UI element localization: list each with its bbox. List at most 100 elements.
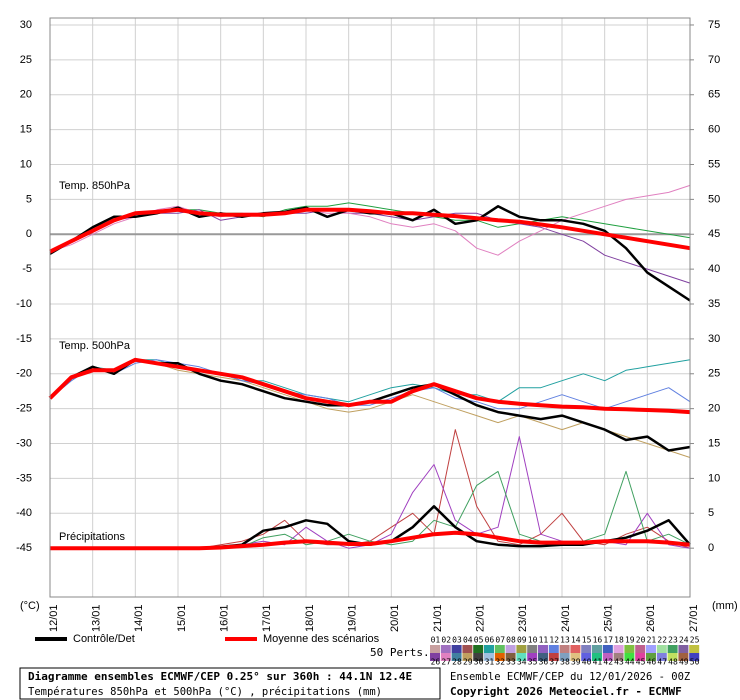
perturbation-swatch — [635, 653, 646, 661]
perturbation-swatch — [440, 653, 451, 661]
perturbation-id: 17 — [603, 636, 613, 645]
y-axis-label: (°C) — [20, 600, 40, 612]
perturbation-swatch — [548, 645, 559, 653]
lines — [48, 184, 691, 551]
perturbation-swatch — [430, 653, 440, 661]
plot-frame — [49, 17, 691, 598]
perturbation-swatch — [430, 645, 440, 653]
perturbation-id: 38 — [560, 658, 570, 667]
perturbation-swatch — [678, 653, 689, 661]
y-tick-label: 10 — [20, 158, 32, 170]
perturbation-id: 37 — [549, 658, 559, 667]
y-tick-label: 0 — [26, 228, 32, 240]
perturbation-swatch — [581, 653, 592, 661]
perturbation-swatch — [462, 645, 473, 653]
y-tick-label: 20 — [20, 89, 32, 101]
y-tick-label: -20 — [16, 368, 32, 380]
perturbation-id: 13 — [560, 636, 570, 645]
perturbation-swatch — [505, 645, 516, 653]
perturbation-id: 47 — [657, 658, 667, 667]
y2-tick-label: 10 — [708, 472, 720, 484]
perturbation-id: 45 — [636, 658, 646, 667]
perturbation-swatch — [667, 645, 678, 653]
perturbation-id: 20 — [636, 636, 646, 645]
perturbation-id: 49 — [679, 658, 689, 667]
perturbation-id: 06 — [485, 636, 495, 645]
y-tick-label: -15 — [16, 333, 32, 345]
perturbation-id: 48 — [668, 658, 678, 667]
perturbation-id: 01 — [431, 636, 441, 645]
y-tick-label: -25 — [16, 403, 32, 415]
perturbation-swatch — [559, 645, 570, 653]
perturbation-id: 10 — [528, 636, 538, 645]
perturbation-id: 14 — [571, 636, 581, 645]
perturbation-swatch — [678, 645, 689, 653]
perturbation-swatch — [473, 653, 484, 661]
series-line — [49, 359, 691, 410]
perturbation-id: 32 — [495, 658, 505, 667]
perturbation-id: 28 — [452, 658, 462, 667]
perturbation-id: 04 — [463, 636, 473, 645]
y-tick-label: -40 — [16, 507, 32, 519]
y2-tick-label: 15 — [708, 437, 720, 449]
perturbation-id: 29 — [463, 658, 473, 667]
perturbation-swatch — [689, 653, 700, 661]
perturbation-id: 21 — [647, 636, 657, 645]
series-line — [49, 184, 691, 256]
perturbation-swatch — [538, 645, 548, 653]
perturbation-swatch — [624, 645, 635, 653]
run-label: Ensemble ECMWF/CEP du 12/01/2026 - 00Z — [450, 671, 690, 683]
perturbation-swatch — [624, 653, 635, 661]
perturbation-id: 27 — [441, 658, 451, 667]
y2-tick-label: 40 — [708, 263, 720, 275]
x-tick-label: 12/01 — [48, 604, 60, 632]
x-tick-label: 25/01 — [603, 604, 615, 632]
y2-tick-label: 5 — [708, 507, 714, 519]
perturbation-id: 08 — [506, 636, 516, 645]
footer-subtitle: Températures 850hPa et 500hPa (°C) , pré… — [28, 686, 382, 698]
annotation: Temp. 500hPa — [59, 340, 131, 352]
y2-tick-label: 30 — [708, 333, 720, 345]
perturbation-swatch — [484, 645, 494, 653]
perturbation-id: 35 — [528, 658, 538, 667]
perturbation-id: 30 — [474, 658, 484, 667]
perturbation-id: 43 — [614, 658, 624, 667]
perturbation-swatch — [602, 645, 613, 653]
perturbation-id: 02 — [441, 636, 451, 645]
y-tick-label: -10 — [16, 298, 32, 310]
y2-tick-label: 45 — [708, 228, 720, 240]
perturbation-id: 50 — [690, 658, 700, 667]
perturbation-id: 03 — [452, 636, 462, 645]
perturbation-id: 40 — [582, 658, 592, 667]
perturbation-swatch — [613, 653, 624, 661]
y-tick-label: 5 — [26, 193, 32, 205]
perturbation-swatch — [635, 645, 646, 653]
perturbation-swatch — [494, 645, 505, 653]
perturbation-label: 50 Perts. — [370, 646, 430, 659]
perturbation-swatch — [559, 653, 570, 661]
grid — [49, 18, 691, 597]
y-tick-label: -45 — [16, 542, 32, 554]
perturbation-id: 24 — [679, 636, 689, 645]
perturbation-id: 36 — [539, 658, 549, 667]
perturbation-id: 26 — [431, 658, 441, 667]
perturbation-id: 05 — [474, 636, 484, 645]
perturbation-id: 19 — [625, 636, 635, 645]
x-tick-label: 14/01 — [133, 604, 145, 632]
x-tick-label: 26/01 — [645, 604, 657, 632]
x-tick-label: 24/01 — [560, 604, 572, 632]
perturbation-id: 18 — [614, 636, 624, 645]
perturbation-swatch — [581, 645, 592, 653]
perturbation-swatch — [613, 645, 624, 653]
y2-tick-label: 60 — [708, 124, 720, 136]
perturbation-id: 12 — [549, 636, 559, 645]
perturbation-id: 22 — [657, 636, 667, 645]
perturbation-id: 07 — [495, 636, 505, 645]
perturbation-swatch — [451, 653, 462, 661]
perturbation-id: 39 — [571, 658, 581, 667]
perturbation-id: 11 — [539, 636, 549, 645]
perturbation-swatch — [592, 645, 602, 653]
perturbation-swatch — [656, 645, 667, 653]
perturbation-id: 16 — [593, 636, 603, 645]
